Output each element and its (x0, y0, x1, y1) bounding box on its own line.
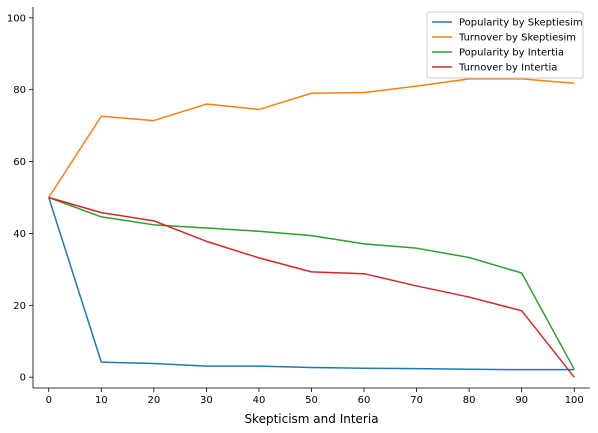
series-line-4 (48, 196, 575, 378)
x-tick-label: 90 (515, 395, 528, 406)
y-tick-label: 0 (20, 373, 26, 384)
x-tick-label: 50 (305, 395, 318, 406)
legend-entry-label: Popularity by Skeptiesim (459, 18, 583, 29)
x-tick-label: 80 (463, 395, 476, 406)
x-tick-label: 20 (147, 395, 160, 406)
series-line-1 (48, 197, 575, 371)
y-tick-label: 100 (7, 13, 26, 24)
y-tick-label: 40 (13, 229, 26, 240)
legend-entry-label: Popularity by Intertia (459, 48, 564, 59)
x-axis-label: Skepticism and Interia (244, 412, 378, 426)
x-tick-label: 40 (253, 395, 266, 406)
series-line-3 (48, 196, 575, 370)
legend-entry-label: Turnover by Intertia (458, 63, 557, 74)
x-tick-label: 0 (46, 395, 52, 406)
legend: Popularity by Skeptiesim Turnover by Skep… (426, 11, 584, 79)
series-lines (48, 78, 575, 378)
legend-entry-label: Turnover by Skeptiesim (458, 33, 576, 44)
y-tick-label: 20 (13, 301, 26, 312)
legend-box (426, 11, 584, 79)
series-line-2 (48, 78, 575, 198)
axes: 0 10 20 30 40 50 60 70 80 90 100 0 20 40 60 80 100 (7, 7, 590, 406)
x-tick-label: 10 (95, 395, 108, 406)
x-tick-label: 70 (410, 395, 423, 406)
y-tick-label: 60 (13, 157, 26, 168)
x-tick-label: 30 (200, 395, 213, 406)
x-tick-label: 100 (565, 395, 584, 406)
y-tick-label: 80 (13, 85, 26, 96)
x-tick-label: 60 (358, 395, 371, 406)
